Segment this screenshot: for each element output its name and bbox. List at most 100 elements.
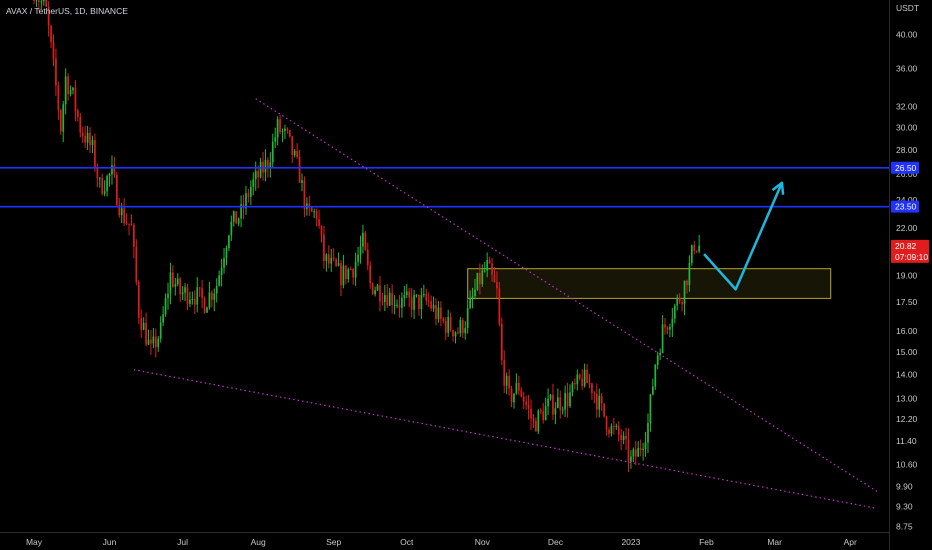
trendline (133, 369, 878, 510)
candle (678, 293, 681, 305)
candle (688, 255, 691, 292)
candle (479, 263, 481, 295)
x-tick-label: Sep (326, 537, 341, 547)
candle (164, 293, 167, 317)
candle (38, 0, 40, 11)
y-tick-label: 22.00 (896, 223, 918, 233)
candle (254, 161, 257, 191)
x-tick-label: Jun (103, 537, 117, 547)
level-price-tag (891, 200, 919, 213)
candle (157, 335, 160, 352)
x-tick-label: Oct (400, 537, 414, 547)
candle (418, 294, 420, 316)
candle (208, 281, 211, 310)
candle (427, 292, 430, 308)
y-tick-label: 11.40 (896, 436, 917, 446)
candle (537, 409, 540, 435)
candle (364, 230, 367, 251)
y-tick-label: 28.00 (896, 145, 918, 155)
y-tick-label: 16.00 (896, 326, 918, 336)
candle (81, 126, 84, 143)
candle (374, 286, 376, 297)
candle (286, 127, 289, 134)
candle (430, 295, 432, 312)
candle (327, 245, 330, 269)
candle (522, 391, 525, 410)
candle (617, 421, 620, 442)
candle (447, 309, 450, 338)
x-tick-label: Aug (251, 537, 266, 547)
candle (420, 288, 423, 319)
candle (349, 266, 352, 271)
currency-label: USDT (896, 3, 919, 13)
candle (301, 173, 303, 192)
candle (591, 382, 593, 400)
candle (483, 261, 486, 273)
candle (435, 298, 437, 326)
candle (598, 388, 601, 418)
candle (213, 288, 216, 312)
candle (535, 417, 537, 432)
x-tick-label: Dec (548, 537, 564, 547)
candle (410, 287, 413, 318)
candle (408, 287, 411, 308)
candle (571, 381, 574, 397)
candle (257, 165, 260, 189)
y-tick-label: 40.00 (896, 30, 918, 40)
candle (673, 303, 676, 324)
candle (627, 428, 630, 473)
candle (469, 290, 471, 310)
candle (252, 172, 255, 196)
x-tick-label: May (26, 537, 43, 547)
candle (500, 317, 503, 366)
candle (123, 198, 126, 226)
candle (362, 224, 364, 254)
candle (330, 248, 333, 272)
price-axis: 40.00 36.00 32.00 30.00 28.00 26.00 24.00 22.00… (896, 30, 918, 532)
candle (613, 417, 615, 435)
candle (525, 395, 528, 410)
candle (288, 130, 291, 138)
candle (532, 414, 535, 429)
candle (40, 0, 43, 10)
level-price-tag (891, 161, 919, 174)
candle (133, 222, 135, 259)
candle (74, 80, 77, 122)
candle (632, 447, 635, 462)
candle (459, 317, 462, 337)
candle (586, 363, 588, 384)
candle (159, 316, 162, 343)
candle (415, 294, 418, 298)
candle (172, 265, 174, 289)
candle (298, 149, 301, 183)
candle (508, 369, 510, 396)
candle (108, 172, 111, 187)
candle (232, 210, 235, 227)
candle (354, 252, 357, 286)
candle (488, 256, 491, 264)
candle (461, 317, 464, 339)
candle (203, 296, 206, 314)
candle (493, 267, 496, 283)
candle (264, 149, 267, 182)
candle (86, 125, 89, 150)
candle (120, 202, 123, 224)
candle (47, 1, 50, 37)
candle (42, 0, 45, 6)
candle (293, 148, 296, 158)
countdown-label: 07:09:10 (895, 252, 928, 262)
candle (549, 393, 552, 401)
candle (359, 235, 362, 264)
candle (686, 279, 688, 294)
candle (620, 428, 623, 451)
candle (55, 48, 57, 96)
candle (189, 291, 191, 308)
candle (145, 312, 147, 347)
candle (491, 257, 493, 282)
candle (671, 307, 674, 338)
candle (422, 284, 425, 298)
candle (639, 439, 642, 457)
candle (35, 0, 38, 7)
y-tick-label: 9.30 (896, 502, 913, 512)
